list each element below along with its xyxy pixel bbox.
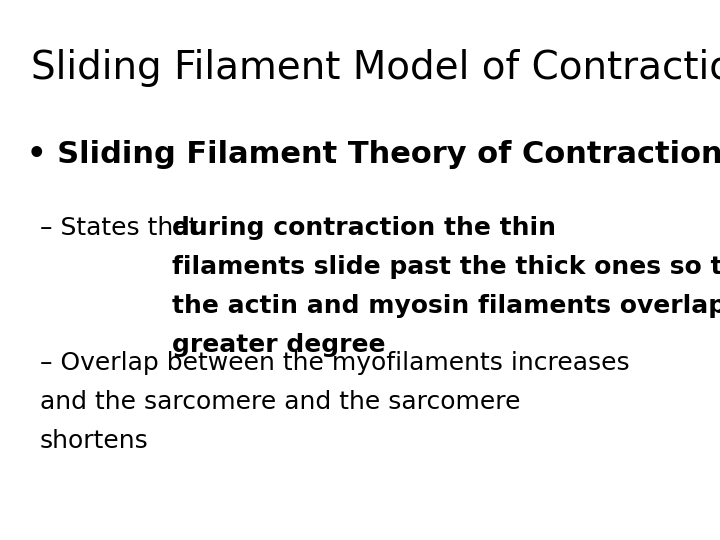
Text: • Sliding Filament Theory of Contraction:: • Sliding Filament Theory of Contraction… (27, 140, 720, 170)
Text: filaments slide past the thick ones so that: filaments slide past the thick ones so t… (172, 255, 720, 279)
Text: greater degree: greater degree (172, 333, 386, 356)
Text: Sliding Filament Model of Contraction: Sliding Filament Model of Contraction (31, 49, 720, 86)
Text: and the sarcomere and the sarcomere: and the sarcomere and the sarcomere (40, 390, 521, 414)
Text: – States that: – States that (40, 216, 206, 240)
Text: the actin and myosin filaments overlap to a: the actin and myosin filaments overlap t… (172, 294, 720, 318)
Text: – Overlap between the myofilaments increases: – Overlap between the myofilaments incre… (40, 351, 629, 375)
Text: shortens: shortens (40, 429, 148, 453)
Text: during contraction the thin: during contraction the thin (172, 216, 556, 240)
